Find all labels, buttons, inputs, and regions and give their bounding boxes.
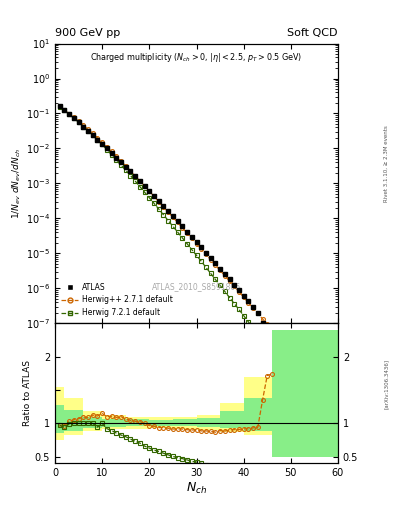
Bar (149, 417, 173, 428)
Bar (55, 404, 64, 433)
Bar (173, 419, 196, 426)
Bar (55, 387, 64, 440)
Bar (102, 419, 126, 426)
Bar (291, 330, 338, 457)
Bar (196, 415, 220, 430)
Bar (126, 419, 149, 426)
Bar (272, 330, 291, 457)
Bar (220, 403, 244, 432)
Bar (291, 330, 338, 457)
Legend: ATLAS, Herwig++ 2.7.1 default, Herwig 7.2.1 default: ATLAS, Herwig++ 2.7.1 default, Herwig 7.… (59, 281, 175, 319)
Bar (64, 410, 83, 431)
Bar (173, 417, 196, 429)
Text: ATLAS_2010_S8591806: ATLAS_2010_S8591806 (152, 283, 241, 291)
Bar (126, 417, 149, 429)
Text: Rivet 3.1.10, ≥ 2.3M events: Rivet 3.1.10, ≥ 2.3M events (384, 125, 388, 202)
Bar (149, 420, 173, 426)
Bar (102, 415, 126, 430)
X-axis label: $N_{ch}$: $N_{ch}$ (186, 481, 207, 496)
Bar (196, 418, 220, 426)
Text: [arXiv:1306.3436]: [arXiv:1306.3436] (384, 359, 388, 409)
Text: Charged multiplicity ($N_{ch} > 0$, $|\eta| < 2.5$, $p_T > 0.5$ GeV): Charged multiplicity ($N_{ch} > 0$, $|\e… (90, 51, 303, 63)
Y-axis label: Ratio to ATLAS: Ratio to ATLAS (23, 360, 32, 426)
Text: 900 GeV pp: 900 GeV pp (55, 28, 120, 38)
Bar (64, 398, 83, 435)
Text: Soft QCD: Soft QCD (288, 28, 338, 38)
Bar (272, 330, 291, 457)
Bar (220, 411, 244, 428)
Bar (83, 411, 102, 432)
Bar (244, 398, 272, 432)
Y-axis label: $1/N_{ev}\ dN_{ev}/dN_{ch}$: $1/N_{ev}\ dN_{ev}/dN_{ch}$ (11, 148, 23, 219)
Bar (83, 417, 102, 428)
Bar (244, 377, 272, 435)
